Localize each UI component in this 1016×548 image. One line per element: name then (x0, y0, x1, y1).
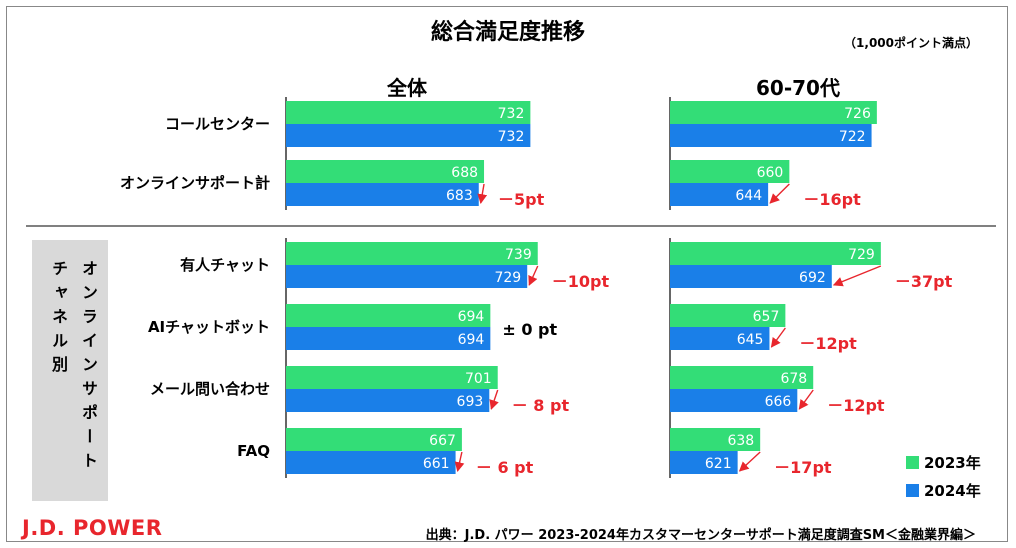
panel-title-overall: 全体 (387, 76, 427, 100)
bar-2024 (286, 389, 490, 412)
value-label-2024: 693 (457, 394, 484, 410)
bar-2024 (286, 451, 456, 474)
bar-2024 (670, 183, 769, 206)
change-arrow (770, 327, 786, 348)
bar-2024 (670, 124, 872, 147)
bar-2024 (670, 327, 770, 350)
source-note: 出典：J.D. パワー 2023-2024年カスタマーセンターサポート満足度調査… (425, 528, 976, 543)
category-label: メール問い合わせ (150, 380, 270, 398)
change-label: －12pt (827, 396, 885, 415)
change-arrow (832, 265, 882, 287)
bar-2024 (286, 327, 491, 350)
value-label-2024: 729 (494, 270, 521, 286)
bar-2023 (670, 366, 814, 389)
category-label: AIチャットボット (148, 318, 270, 336)
category-label: コールセンター (165, 115, 270, 133)
change-arrow (769, 183, 790, 204)
change-arrow (738, 451, 761, 472)
value-label-2023: 688 (451, 165, 478, 181)
change-arrow (489, 389, 499, 410)
bar-2024 (286, 183, 479, 206)
value-label-2024: 732 (498, 129, 525, 145)
side-label-line2: チャネル別 (49, 260, 68, 380)
value-label-2024: 621 (705, 456, 732, 472)
bar-2023 (286, 304, 491, 327)
change-label: －10pt (552, 272, 610, 291)
bar-2023 (286, 242, 538, 265)
bar-2023 (670, 101, 877, 124)
value-label-2024: 694 (458, 332, 485, 348)
change-label: － 6 pt (476, 458, 534, 477)
value-label-2024: 666 (765, 394, 792, 410)
legend-label-2024: 2024年 (924, 482, 981, 500)
category-label: 有人チャット (180, 256, 270, 274)
jd-power-logo: J.D. POWER (22, 516, 163, 540)
legend-item-2023: 2023年 (906, 452, 981, 473)
bar-2024 (670, 389, 798, 412)
change-label: －37pt (895, 272, 953, 291)
chart-frame (6, 6, 1008, 542)
bar-2023 (286, 160, 485, 183)
bar-2023 (670, 428, 761, 451)
bar-2024 (670, 451, 738, 474)
value-label-2023: 739 (505, 247, 532, 263)
value-label-2023: 678 (780, 371, 807, 387)
side-label-line1: オンラインサポート (79, 260, 98, 476)
value-label-2023: 667 (429, 433, 456, 449)
change-label: －17pt (774, 458, 832, 477)
value-label-2023: 657 (753, 309, 780, 325)
bar-2024 (286, 124, 531, 147)
value-label-2023: 660 (757, 165, 784, 181)
panel-title-60-70: 60-70代 (756, 76, 840, 100)
category-label: オンラインサポート計 (120, 174, 270, 192)
bar-2023 (670, 242, 881, 265)
value-label-2024: 683 (446, 188, 473, 204)
value-label-2023: 701 (465, 371, 492, 387)
value-label-2023: 726 (844, 106, 871, 122)
bar-2023 (670, 160, 790, 183)
legend-label-2023: 2023年 (924, 454, 981, 472)
value-label-2024: 645 (737, 332, 764, 348)
bar-2023 (286, 366, 498, 389)
chart-title: 総合満足度推移 (430, 20, 585, 45)
value-label-2023: 729 (848, 247, 875, 263)
change-label: ± 0 pt (502, 320, 557, 339)
bar-2023 (670, 304, 786, 327)
change-arrow (798, 389, 814, 410)
legend-item-2024: 2024年 (906, 480, 981, 501)
change-arrow (454, 451, 465, 472)
value-label-2023: 694 (458, 309, 485, 325)
bar-2024 (670, 265, 832, 288)
category-label: FAQ (237, 442, 270, 460)
bar-2023 (286, 101, 531, 124)
change-label: －5pt (498, 190, 545, 209)
change-arrow (528, 265, 539, 286)
value-label-2024: 692 (799, 270, 826, 286)
value-label-2024: 722 (839, 129, 866, 145)
value-label-2023: 638 (727, 433, 754, 449)
change-label: －16pt (803, 190, 861, 209)
side-label-box (32, 240, 108, 501)
change-arrow (477, 183, 488, 204)
value-label-2024: 644 (735, 188, 762, 204)
change-label: － 8 pt (512, 396, 570, 415)
value-label-2023: 732 (498, 106, 525, 122)
change-label: －12pt (799, 334, 857, 353)
legend-swatch-2024 (906, 484, 919, 497)
unit-note: （1,000ポイント満点） (844, 36, 978, 50)
legend-swatch-2023 (906, 456, 919, 469)
value-label-2024: 661 (423, 456, 450, 472)
bar-2023 (286, 428, 462, 451)
bar-2024 (286, 265, 528, 288)
